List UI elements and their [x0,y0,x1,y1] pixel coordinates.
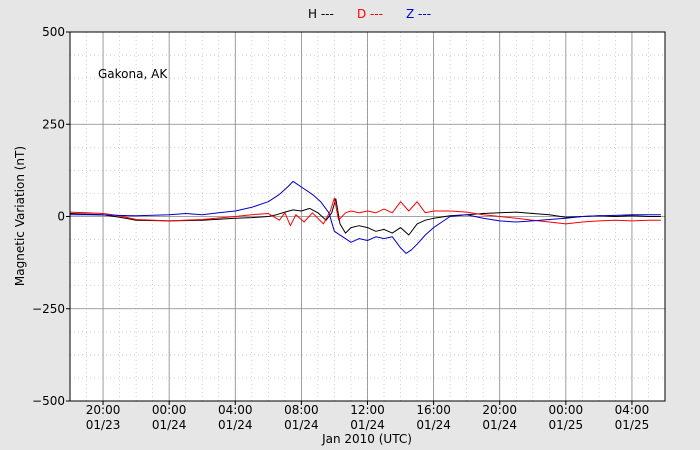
y-tick-label: 500 [42,25,65,39]
y-tick-label: −500 [32,394,65,408]
x-tick-label-date: 01/24 [284,418,319,432]
x-tick-label-date: 01/24 [416,418,451,432]
x-tick-label-time: 04:00 [218,403,253,417]
x-tick-label-time: 00:00 [549,403,584,417]
x-tick-label-date: 01/24 [482,418,517,432]
series-line-h [69,198,661,236]
legend: H --- D --- Z --- [308,7,431,21]
legend-entry-h: H --- [308,7,334,21]
x-tick-label-time: 00:00 [152,403,187,417]
x-tick-label-date: 01/25 [615,418,650,432]
x-tick-label-time: 16:00 [416,403,451,417]
y-tick-label: 0 [57,210,65,224]
x-tick-label-time: 04:00 [615,403,650,417]
y-tick-label: −250 [32,302,65,316]
x-tick-label-time: 20:00 [86,403,121,417]
series-line-z [70,180,661,254]
x-tick-label-time: 20:00 [482,403,517,417]
x-tick-label-time: 08:00 [284,403,319,417]
x-axis-label: Jan 2010 (UTC) [321,432,412,446]
x-tick-label-date: 01/24 [152,418,187,432]
x-axis-ticks: 20:0001/2300:0001/2404:0001/2408:0001/24… [86,401,649,432]
x-tick-label-date: 01/24 [350,418,385,432]
x-tick-label-time: 12:00 [350,403,385,417]
series-layer [69,180,661,254]
y-tick-label: 250 [42,117,65,131]
x-tick-label-date: 01/25 [549,418,584,432]
legend-entry-d: D --- [357,7,383,21]
y-axis-ticks: −500 −250 0 250 500 [32,25,70,408]
x-tick-label-date: 01/23 [86,418,121,432]
y-axis-label: Magnetic Variation (nT) [13,146,27,286]
station-annotation: Gakona, AK [98,67,168,81]
x-tick-label-date: 01/24 [218,418,253,432]
legend-entry-z: Z --- [406,7,431,21]
series-line-d [69,197,661,227]
